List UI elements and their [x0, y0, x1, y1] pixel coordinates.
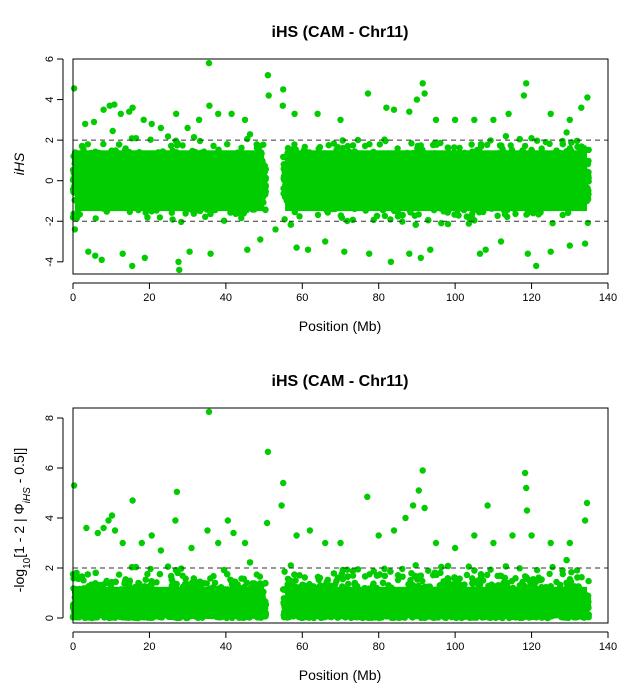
- data-point: [301, 143, 308, 151]
- data-point: [78, 142, 86, 150]
- data-point: [468, 141, 475, 148]
- data-point: [164, 133, 172, 140]
- data-point: [373, 212, 381, 220]
- data-point: [210, 142, 217, 149]
- data-point: [412, 221, 419, 228]
- data-point: [366, 141, 373, 148]
- ihs-x-axis-label: Position (Mb): [299, 318, 381, 334]
- data-point: [381, 212, 389, 220]
- data-point: [399, 211, 406, 219]
- data-point: [167, 142, 175, 149]
- data-point: [156, 214, 164, 221]
- data-point: [523, 211, 530, 218]
- data-point: [456, 144, 463, 152]
- data-point: [253, 141, 260, 148]
- data-point: [246, 131, 254, 138]
- data-point: [498, 142, 505, 149]
- data-point: [381, 136, 388, 143]
- data-point: [484, 141, 491, 148]
- data-point: [516, 136, 523, 143]
- data-point: [471, 217, 478, 224]
- data-point: [220, 217, 228, 224]
- data-point: [563, 129, 570, 136]
- data-point: [172, 137, 180, 144]
- data-point: [444, 220, 452, 228]
- data-point: [408, 140, 415, 147]
- data-point: [546, 140, 553, 148]
- data-point: [425, 217, 432, 224]
- data-point: [190, 134, 198, 141]
- data-point: [224, 141, 231, 148]
- data-point: [330, 140, 338, 147]
- ihs-scatter-panel: iHS (CAM - Chr11) Position (Mb) iHS 0 20 4…: [11, 24, 617, 334]
- ihs-y-axis-label: iHS: [11, 152, 27, 175]
- data-point: [451, 211, 458, 218]
- data-point: [325, 142, 332, 149]
- data-point: [376, 141, 383, 148]
- data-point: [100, 140, 107, 148]
- data-point: [502, 133, 510, 140]
- data-point: [559, 140, 566, 148]
- ihs-plot-title: iHS (CAM - Chr11): [272, 24, 409, 41]
- data-point: [573, 137, 581, 145]
- data-point: [92, 215, 99, 222]
- data-point: [179, 142, 186, 149]
- data-point: [463, 213, 471, 220]
- data-point: [337, 212, 345, 219]
- ihs-point-cloud: [69, 59, 592, 274]
- data-point: [559, 211, 566, 219]
- data-point: [202, 213, 209, 220]
- data-point: [314, 211, 322, 219]
- data-point: [178, 218, 185, 226]
- data-point: [445, 144, 452, 152]
- data-point: [73, 215, 80, 222]
- data-point: [287, 221, 294, 228]
- data-point: [349, 142, 357, 149]
- data-point: [349, 216, 356, 223]
- data-point: [584, 219, 591, 227]
- data-point: [494, 212, 501, 219]
- data-point: [196, 137, 204, 145]
- data-point: [296, 213, 303, 220]
- data-point: [115, 141, 123, 148]
- data-point: [84, 141, 92, 148]
- data-point: [533, 137, 541, 144]
- data-point: [512, 210, 519, 218]
- data-point: [394, 145, 401, 152]
- data-point: [109, 127, 116, 135]
